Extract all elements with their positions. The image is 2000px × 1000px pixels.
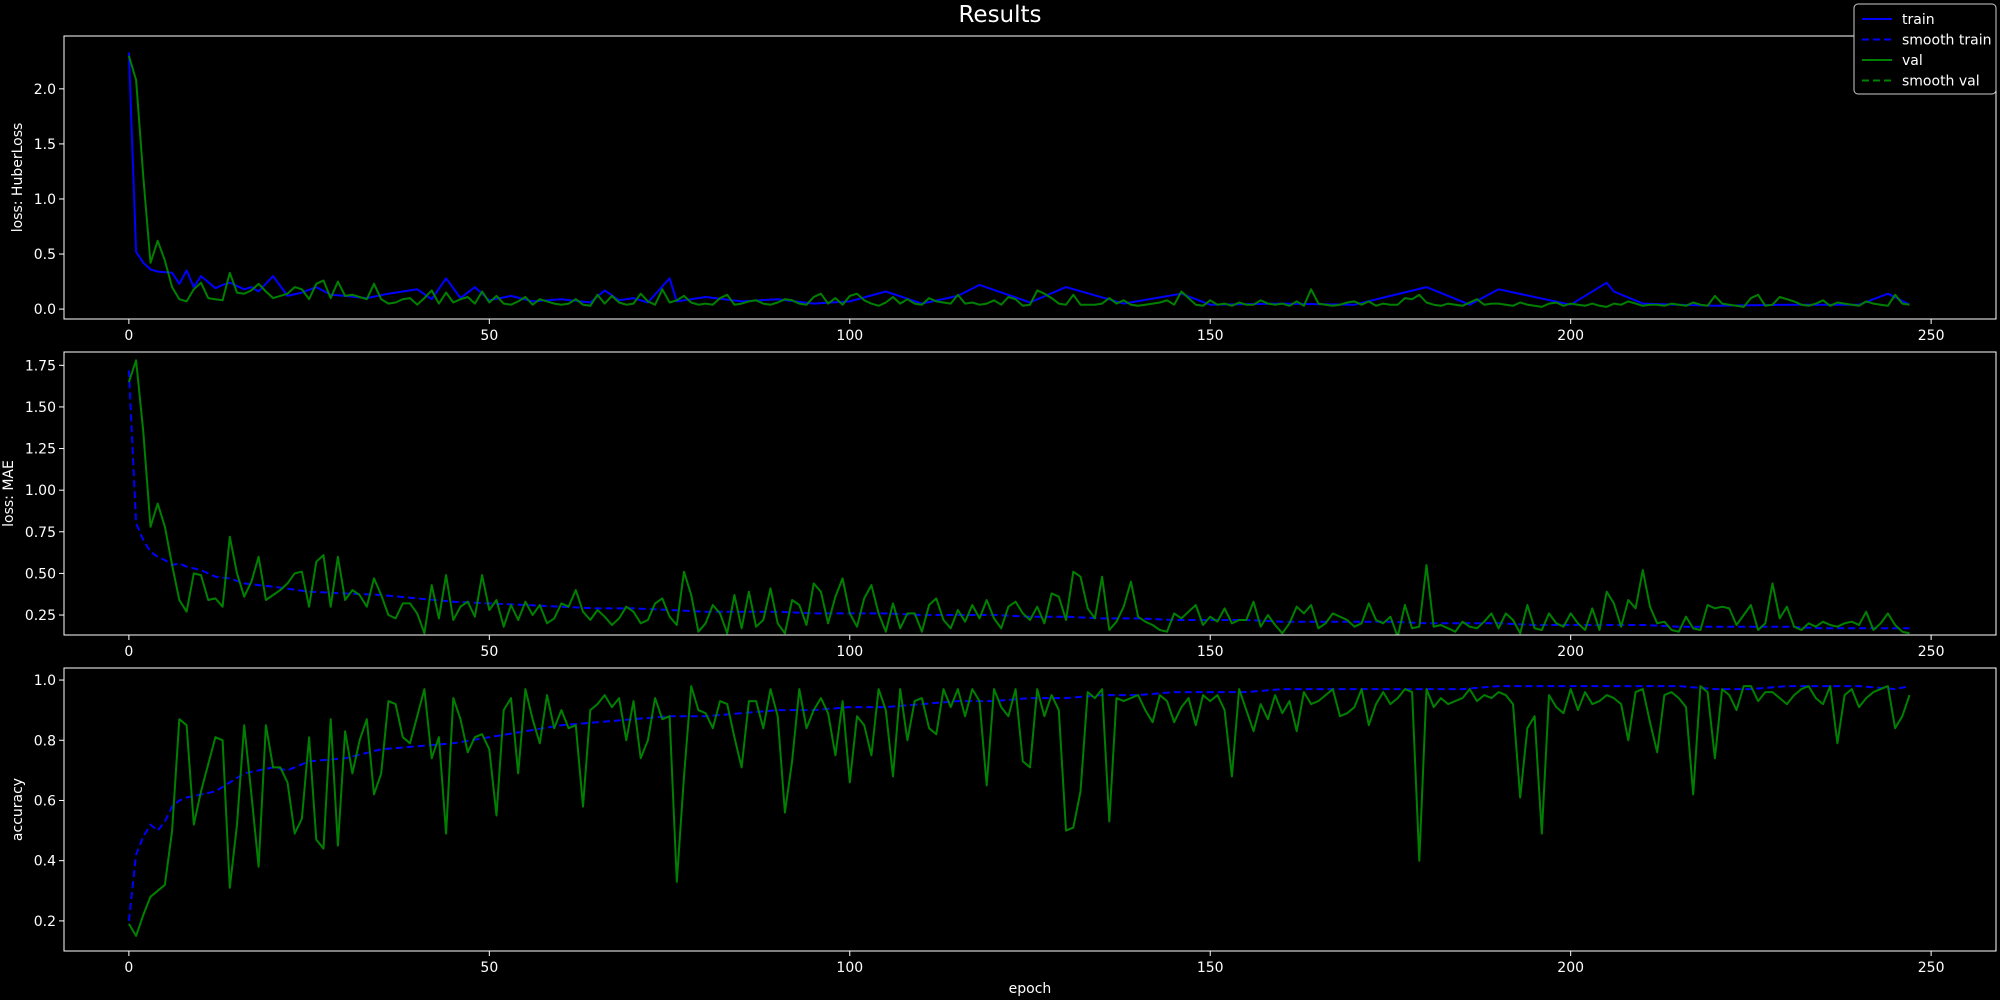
x-tick-label: 200	[1557, 644, 1584, 660]
y-tick-label: 1.25	[25, 442, 56, 458]
y-tick-label: 2.0	[34, 82, 56, 98]
x-tick-label: 150	[1197, 960, 1224, 976]
series-line-val	[128, 685, 1911, 937]
panel-series	[127, 685, 1911, 937]
panel-1: 0 50 100 150 200 250 0.0 0.5 1.0 1.5 2.0 loss: Hube…	[10, 35, 1997, 344]
legend-label: smooth train	[1902, 33, 1991, 49]
x-tick-label: 100	[836, 644, 863, 660]
y-tick-label: 0.0	[34, 302, 56, 318]
series-line-val	[127, 55, 1910, 308]
series-line-smooth-train	[127, 685, 1910, 922]
y-tick-label: 0.5	[34, 247, 56, 263]
x-axis-label: epoch	[1009, 981, 1052, 997]
x-tick-label: 100	[836, 960, 863, 976]
chart-title: Results	[958, 2, 1041, 28]
x-tick-label: 0	[124, 644, 133, 660]
panel-2: 0 50 100 150 200 250 0.25 0.50 0.75 1.00 1.25 1.50 1…	[1, 351, 1997, 660]
panel-frame	[63, 35, 1997, 320]
x-tick-label: 50	[480, 960, 498, 976]
y-tick-label: 0.8	[34, 733, 56, 749]
panels-group: 0 50 100 150 200 250 0.0 0.5 1.0 1.5 2.0 loss: Hube…	[1, 35, 1997, 976]
y-tick-label: 0.25	[25, 608, 56, 624]
x-tick-label: 250	[1918, 328, 1945, 344]
x-tick-label: 200	[1557, 960, 1584, 976]
y-axis-label: accuracy	[10, 778, 26, 841]
panel-series	[127, 52, 1910, 308]
y-tick-label: 0.75	[25, 525, 56, 541]
series-line-val	[127, 359, 1910, 635]
panel-frame	[63, 667, 1997, 952]
y-axis-label: loss: MAE	[1, 460, 17, 527]
y-tick-label: 1.00	[25, 483, 56, 499]
y-tick-label: 1.0	[34, 192, 56, 208]
y-tick-label: 0.4	[34, 854, 56, 870]
y-tick-label: 0.2	[34, 914, 56, 930]
x-tick-label: 0	[124, 328, 133, 344]
x-tick-label: 250	[1918, 960, 1945, 976]
y-tick-label: 1.5	[34, 137, 56, 153]
legend-label: val	[1902, 53, 1923, 69]
y-tick-label: 0.6	[34, 793, 56, 809]
y-tick-label: 1.75	[25, 358, 56, 374]
panel-3: 0 50 100 150 200 250 0.2 0.4 0.6 0.8 1.0 accuracy	[10, 667, 1997, 976]
x-tick-label: 100	[836, 328, 863, 344]
legend-label: train	[1902, 12, 1935, 28]
legend-box	[1853, 3, 1997, 95]
legend-label: smooth val	[1902, 74, 1980, 90]
x-tick-label: 50	[480, 328, 498, 344]
y-axis-label: loss: HuberLoss	[10, 123, 26, 233]
y-tick-label: 1.0	[34, 673, 56, 689]
x-tick-label: 200	[1557, 328, 1584, 344]
panel-frame	[63, 351, 1997, 636]
x-tick-label: 150	[1197, 328, 1224, 344]
x-tick-label: 50	[480, 644, 498, 660]
x-tick-label: 150	[1197, 644, 1224, 660]
y-tick-label: 1.50	[25, 400, 56, 416]
panel-series	[127, 359, 1910, 635]
x-tick-label: 0	[124, 960, 133, 976]
x-tick-label: 250	[1918, 644, 1945, 660]
y-tick-label: 0.50	[25, 566, 56, 582]
legend: train smooth train val smooth val	[1853, 3, 1997, 95]
